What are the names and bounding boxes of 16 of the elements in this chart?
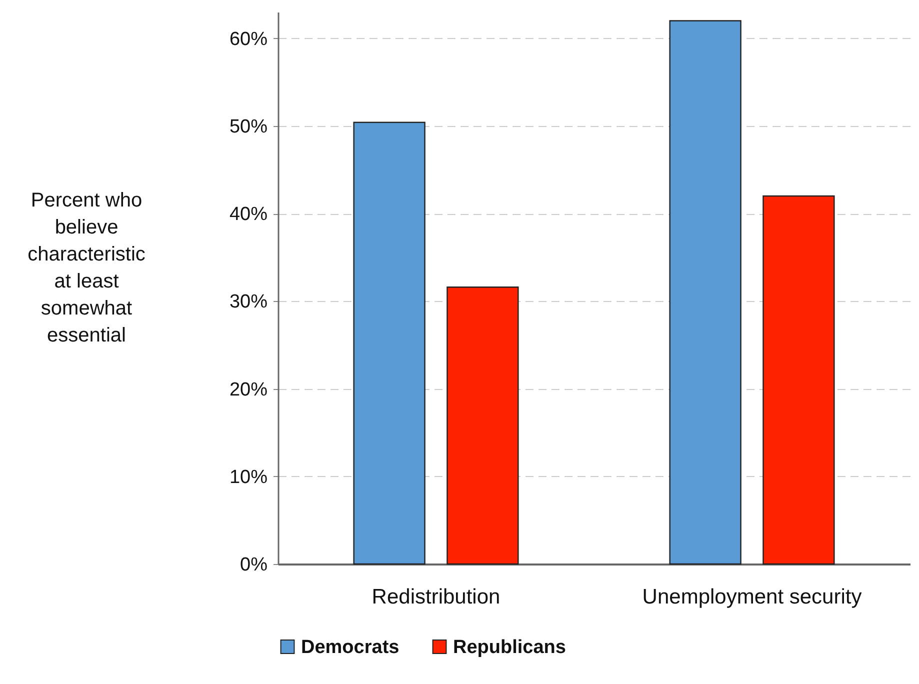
bar — [669, 20, 742, 565]
bar — [446, 286, 519, 565]
y-tick-label: 40% — [229, 204, 268, 226]
x-tick-label: Unemployment security — [642, 586, 862, 608]
y-tick-label: 0% — [240, 554, 268, 576]
y-tick-label: 20% — [229, 379, 268, 400]
y-tick-label: 10% — [229, 466, 268, 488]
y-tick-label: 30% — [229, 292, 268, 313]
y-tick-label: 50% — [229, 116, 268, 138]
legend-label: Democrats — [301, 636, 400, 658]
x-tick-label: Redistribution — [372, 586, 500, 608]
y-tick-label: 60% — [229, 28, 268, 50]
bar — [353, 122, 426, 565]
bar — [762, 195, 835, 565]
y-axis-title: Percent who believe characteristic at least somewhat essential — [28, 190, 146, 346]
legend-label: Republicans — [453, 636, 566, 658]
